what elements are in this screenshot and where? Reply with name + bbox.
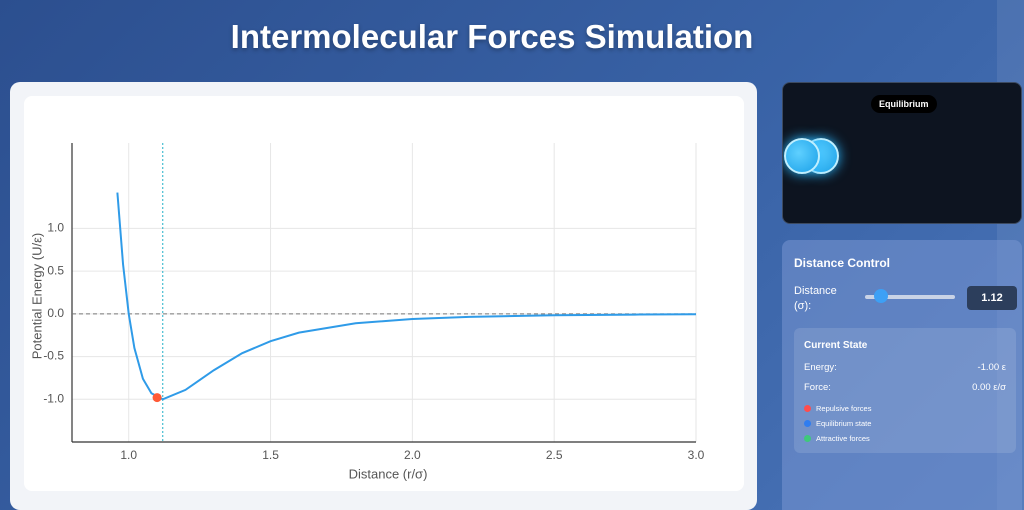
x-tick-label: 1.5 xyxy=(262,448,279,462)
curve xyxy=(116,192,697,401)
status-badge: Equilibrium xyxy=(871,95,937,113)
distance-value: 1.12 xyxy=(967,286,1017,310)
current-point xyxy=(152,393,162,403)
control-title: Distance Control xyxy=(794,256,891,270)
force-value: 0.00 ε/σ xyxy=(972,382,1006,393)
x-tick-label: 1.0 xyxy=(120,448,137,462)
x-tick-label: 2.0 xyxy=(404,448,421,462)
legend-item: Repulsive forces xyxy=(804,404,871,413)
distance-label: Distance (σ): xyxy=(794,285,837,312)
y-tick-label: -0.5 xyxy=(43,349,64,363)
chart: Distance (r/σ) Potential Energy (U/ε) -1… xyxy=(29,143,705,481)
y-tick-label: 0.5 xyxy=(47,263,64,277)
legend-dot xyxy=(804,435,811,442)
legend-label: Repulsive forces xyxy=(816,404,872,413)
chart-panel: Distance (r/σ) Potential Energy (U/ε) -1… xyxy=(24,96,744,491)
y-tick-label: 1.0 xyxy=(47,221,64,235)
state-title: Current State xyxy=(804,340,868,351)
energy-row: Energy: -1.00 ε xyxy=(804,362,1006,373)
slider-thumb[interactable] xyxy=(874,289,888,303)
x-tick-label: 3.0 xyxy=(688,448,705,462)
force-row: Force: 0.00 ε/σ xyxy=(804,382,1006,393)
energy-label: Energy: xyxy=(804,362,837,373)
legend-label: Equilibrium state xyxy=(816,419,872,428)
legend-item: Attractive forces xyxy=(804,434,870,443)
slider-track[interactable] xyxy=(865,295,955,299)
legend-dot xyxy=(804,405,811,412)
legend-item: Equilibrium state xyxy=(804,419,871,428)
simulation-view: Equilibrium xyxy=(782,82,1022,224)
force-label: Force: xyxy=(804,382,831,393)
legend-label: Attractive forces xyxy=(816,434,870,443)
y-tick-label: 0.0 xyxy=(47,306,64,320)
page-title: Intermolecular Forces Simulation xyxy=(230,18,754,55)
control-panel: Distance Control Distance (σ): 1.12 Curr… xyxy=(782,240,1022,510)
y-tick-label: -1.0 xyxy=(43,391,64,405)
x-tick-label: 2.5 xyxy=(546,448,563,462)
y-axis-label: Potential Energy (U/ε) xyxy=(29,233,44,359)
state-panel: Current State Energy: -1.00 ε Force: 0.00 … xyxy=(794,328,1016,453)
legend-dot xyxy=(804,420,811,427)
energy-value: -1.00 ε xyxy=(977,362,1006,373)
molecule xyxy=(784,138,820,174)
x-axis-label: Distance (r/σ) xyxy=(349,466,428,481)
